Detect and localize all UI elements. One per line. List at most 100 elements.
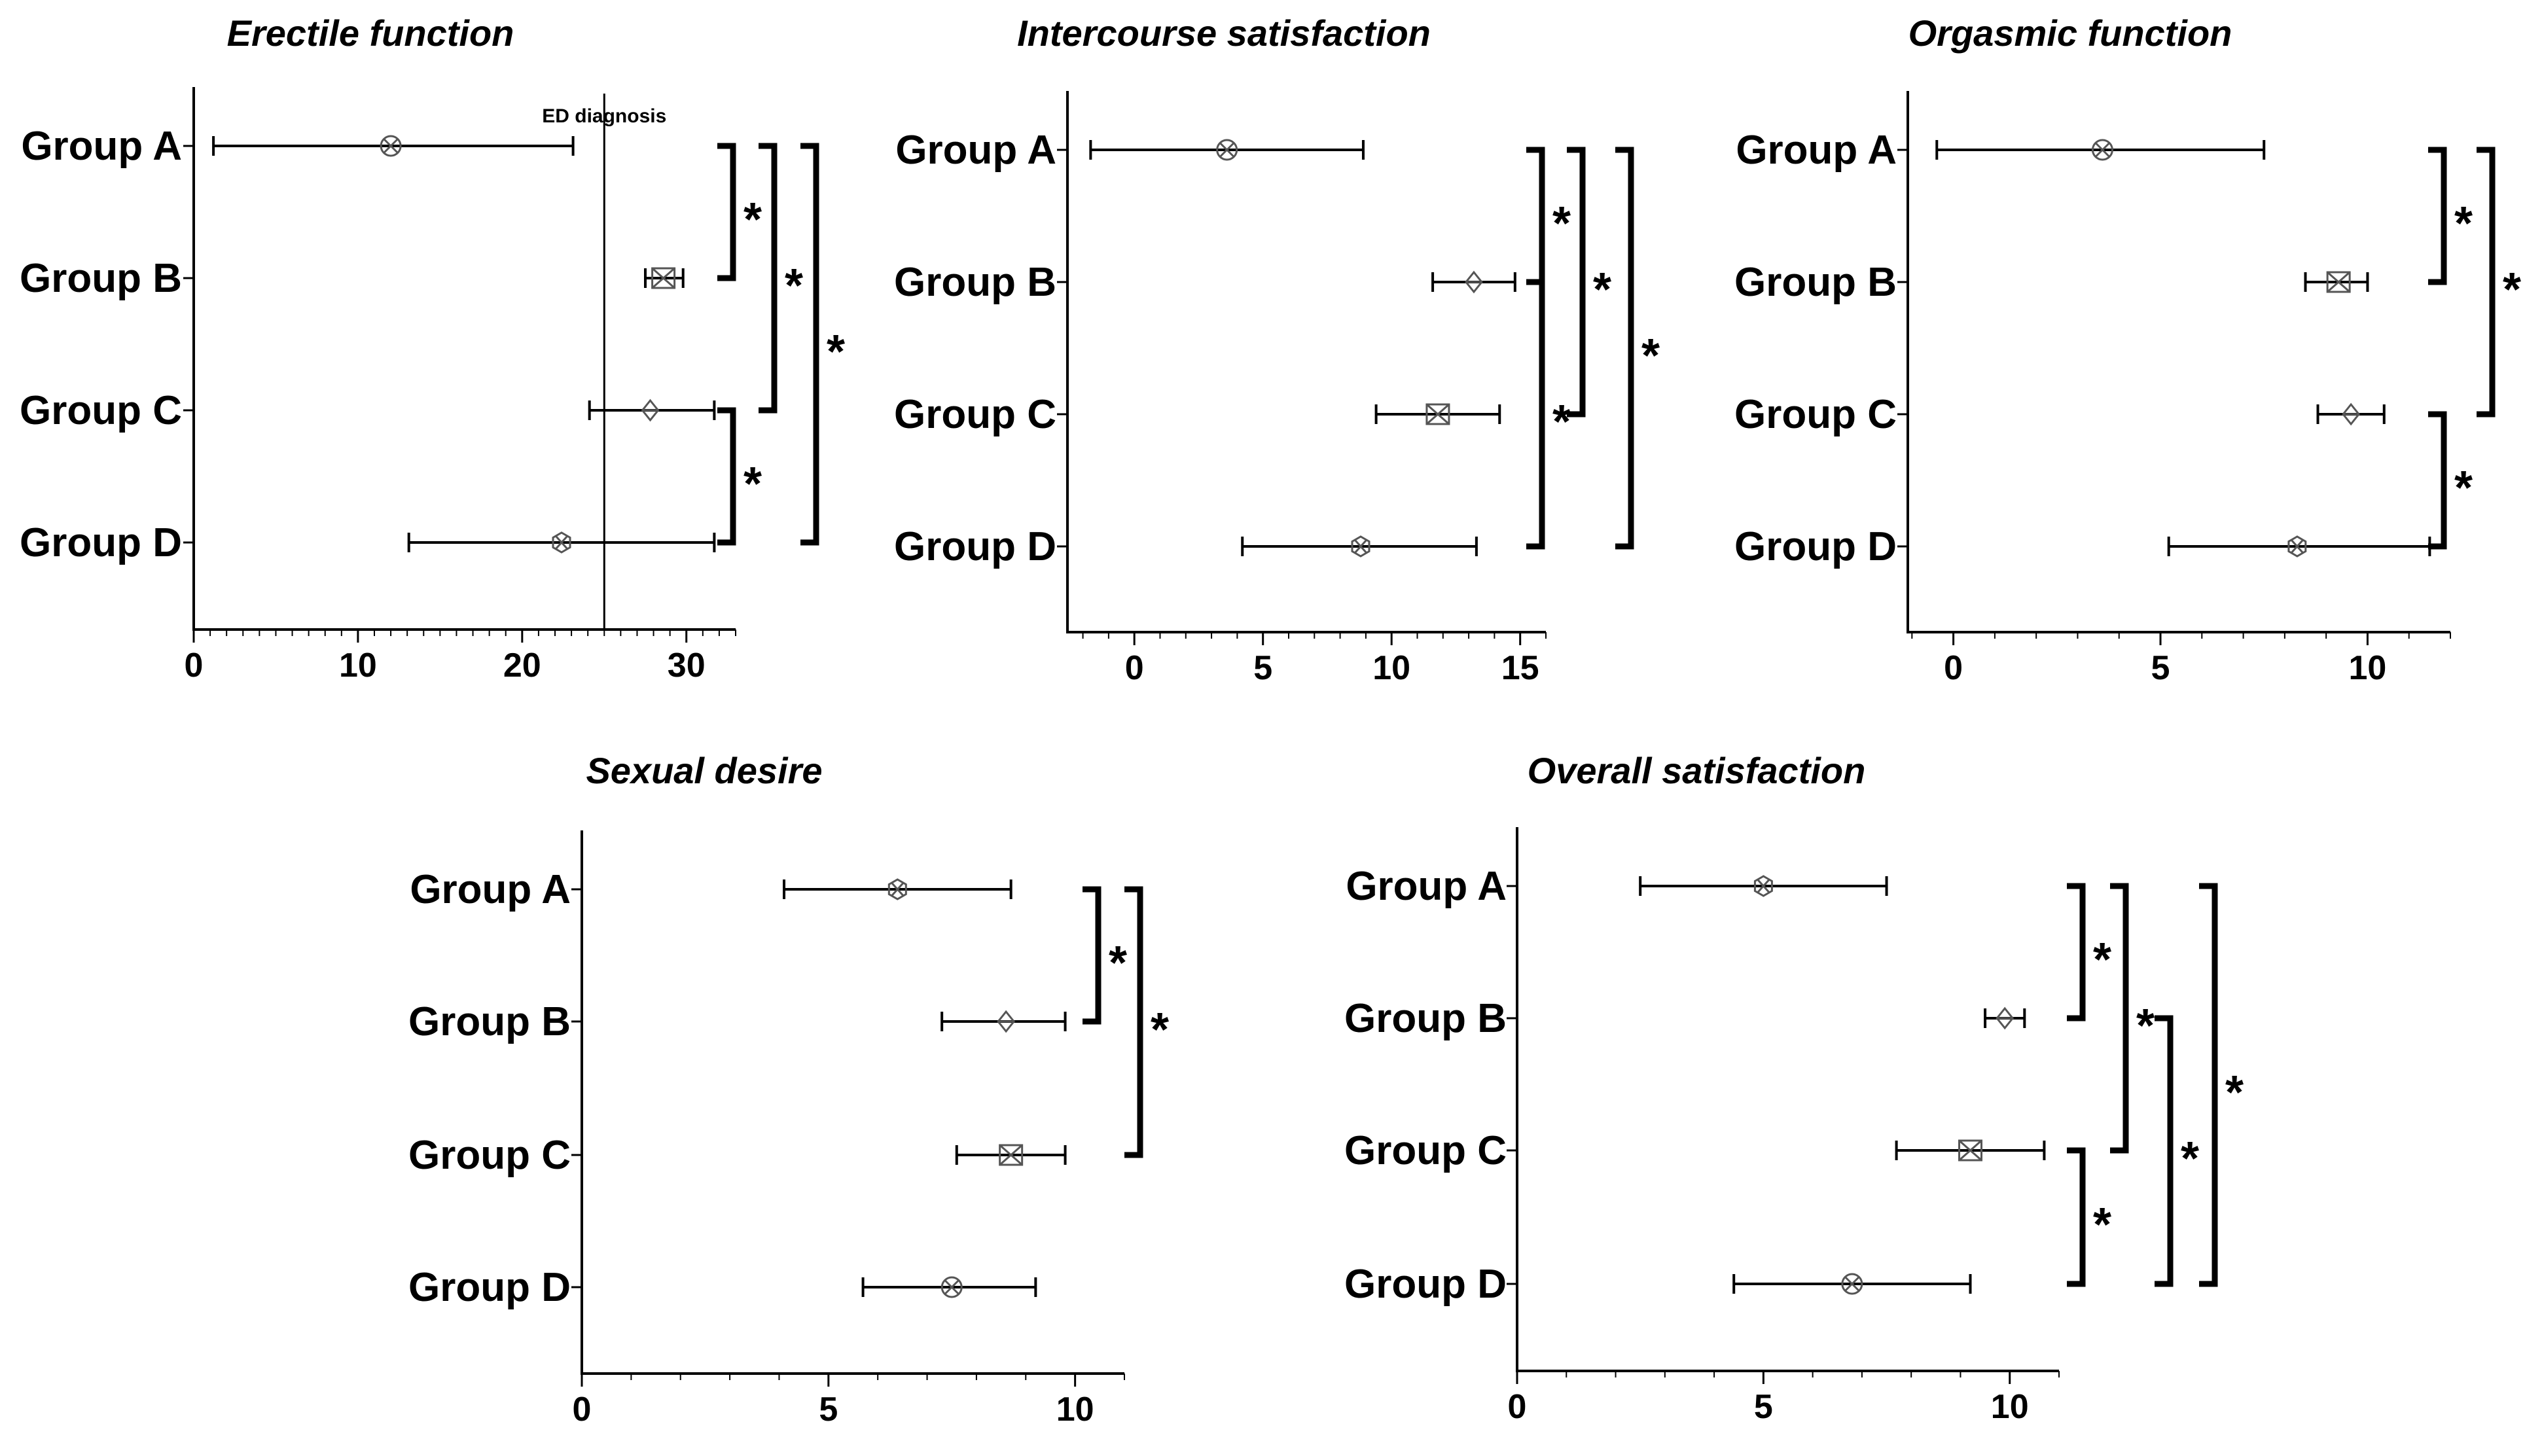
reference-line-label: ED diagnosis (542, 105, 666, 127)
significance-star: * (2454, 198, 2473, 250)
marker-hexagon (2287, 535, 2307, 558)
marker-cross (1219, 142, 1234, 158)
marker-cross (2095, 142, 2110, 158)
x-tick-label: 0 (573, 1391, 592, 1429)
panel-overall-satisfaction: Overall satisfaction 0 5 10 Group A Group B Gr… (1344, 750, 2244, 1426)
significance-bracket (2067, 1147, 2086, 1287)
chart-title: Erectile function (227, 12, 514, 54)
significance-bracket (2428, 147, 2447, 285)
significance-star: * (1641, 330, 1660, 382)
marker-circle (380, 135, 402, 157)
marker-cross (1353, 539, 1368, 554)
group-label: Group A (21, 124, 182, 169)
group-label: Group B (408, 999, 571, 1044)
marker-square (2326, 271, 2351, 293)
group-label: Group A (1346, 864, 1507, 909)
significance-bracket (759, 143, 778, 414)
significance-star: * (827, 326, 845, 378)
mean-marker-diamond (1996, 1006, 2015, 1030)
group-label: Group D (1344, 1262, 1507, 1307)
significance-star: * (2181, 1133, 2199, 1185)
significance-bracket (1083, 886, 1101, 1025)
significance-star: * (743, 194, 762, 246)
marker-cross (384, 138, 399, 154)
significance-star: * (743, 458, 762, 510)
x-tick-label: 10 (1372, 649, 1410, 687)
significance-star: * (1593, 264, 1611, 316)
x-tick-label: 20 (503, 647, 541, 684)
significance-star: * (2136, 1000, 2155, 1052)
panel-erectile-function: Erectile function 0 10 20 30 ED diagnosis Grou… (20, 12, 845, 684)
mean-marker-hexagon (552, 531, 571, 554)
significance-star: * (1151, 1004, 1169, 1056)
significance-bracket (1567, 147, 1586, 417)
x-tick-label: 0 (1944, 649, 1963, 687)
marker-cross (651, 267, 675, 289)
marker-square (1958, 1139, 1983, 1162)
x-tick-label: 5 (1754, 1388, 1773, 1426)
mean-marker-circle-x (1216, 139, 1238, 161)
mean-marker-diamond (2342, 402, 2361, 426)
significance-bracket (2477, 147, 2496, 417)
significance-star: * (1109, 937, 1127, 989)
marker-cross (999, 1144, 1023, 1166)
marker-cross (944, 1279, 959, 1295)
group-label: Group A (1736, 128, 1897, 173)
chart-title: Sexual desire (586, 750, 822, 791)
mean-marker-hexagon (2287, 535, 2307, 558)
significance-bracket (2067, 883, 2086, 1021)
x-tick-label: 10 (1056, 1391, 1094, 1429)
marker-circle (2091, 139, 2113, 161)
group-label: Group B (1734, 260, 1897, 305)
significance-bracket (717, 407, 736, 546)
significance-bracket (1615, 147, 1634, 550)
marker-square (1425, 403, 1450, 425)
x-tick-label: 0 (1125, 649, 1144, 687)
group-label: Group D (20, 520, 182, 565)
mean-marker-square-x (1425, 403, 1450, 425)
mean-marker-circle-x (1841, 1273, 1863, 1295)
marker-cross (1757, 878, 1770, 894)
group-label: Group D (1734, 524, 1897, 569)
panel-intercourse-satisfaction: Intercourse satisfaction 0 5 10 15 Group A Gro… (894, 12, 1660, 687)
marker-cross (1425, 403, 1450, 425)
significance-bracket (1124, 886, 1143, 1158)
group-label: Group B (20, 256, 182, 301)
significance-star: * (2093, 1199, 2111, 1251)
significance-star: * (2454, 462, 2473, 514)
marker-hexagon (1753, 875, 1773, 897)
marker-diamond (1996, 1006, 2015, 1030)
marker-square (651, 267, 676, 289)
marker-circle (940, 1276, 963, 1298)
x-tick-label: 5 (1253, 649, 1272, 687)
marker-diamond (997, 1010, 1016, 1033)
x-tick-label: 0 (185, 647, 204, 684)
mean-marker-circle-x (2091, 139, 2113, 161)
panel-sexual-desire: Sexual desire 0 5 10 Group A Group B Group C Gr… (408, 750, 1169, 1429)
x-tick-label: 5 (2151, 649, 2170, 687)
significance-bracket (2428, 411, 2447, 550)
significance-star: * (2225, 1067, 2244, 1119)
mean-marker-hexagon (1753, 875, 1773, 897)
marker-diamond (1465, 270, 1483, 294)
mean-marker-diamond (641, 399, 660, 422)
group-label: Group C (894, 392, 1056, 437)
group-label: Group A (895, 128, 1056, 173)
significance-star: * (2503, 264, 2521, 316)
marker-cross (1844, 1276, 1859, 1292)
mean-marker-square-x (1958, 1139, 1983, 1162)
mean-marker-square-x (651, 267, 676, 289)
group-label: Group C (1734, 392, 1897, 437)
chart-title: Overall satisfaction (1528, 750, 1866, 791)
group-label: Group C (408, 1133, 571, 1178)
marker-diamond (641, 399, 660, 422)
chart-title: Orgasmic function (1908, 12, 2232, 54)
group-label: Group B (1344, 996, 1507, 1041)
mean-marker-square-x (999, 1144, 1024, 1166)
significance-bracket (2199, 883, 2218, 1287)
significance-star: * (1552, 198, 1571, 250)
x-tick-label: 10 (1991, 1388, 2029, 1426)
marker-hexagon (887, 878, 907, 900)
mean-marker-diamond (1465, 270, 1483, 294)
